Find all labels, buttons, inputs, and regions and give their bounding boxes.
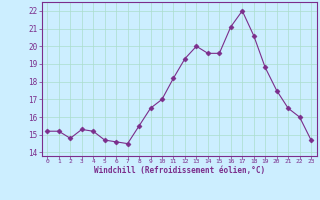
X-axis label: Windchill (Refroidissement éolien,°C): Windchill (Refroidissement éolien,°C) bbox=[94, 166, 265, 175]
